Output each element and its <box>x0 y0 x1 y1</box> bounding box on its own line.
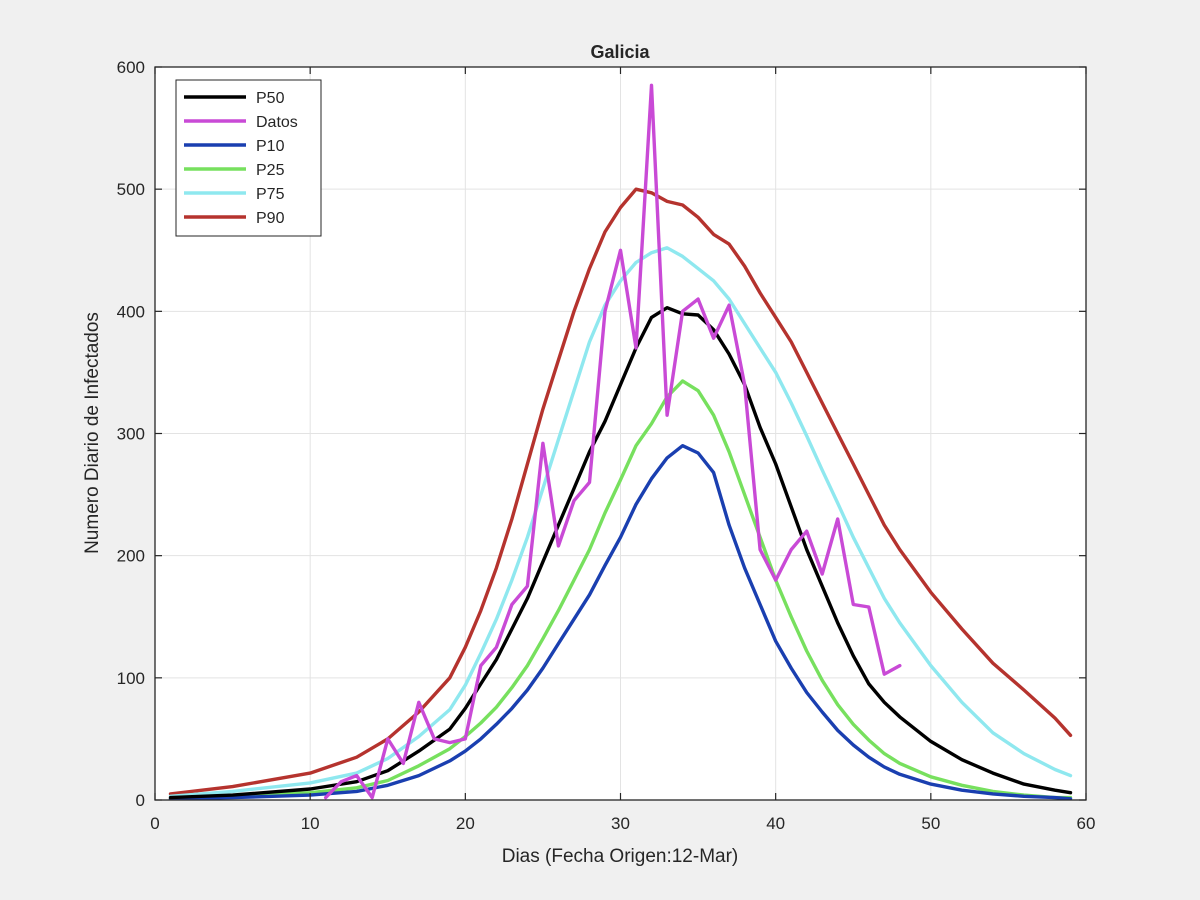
legend-label-p90: P90 <box>256 210 285 227</box>
x-tick-label: 0 <box>150 814 159 833</box>
x-tick-label: 20 <box>456 814 475 833</box>
grid-lines <box>155 67 1086 800</box>
series-line-p10 <box>168 444 1073 801</box>
y-tick-label: 500 <box>117 180 145 199</box>
legend: P50 Datos P10 P25 P75 P90 <box>175 79 322 237</box>
x-tick-label: 10 <box>301 814 320 833</box>
y-tick-label: 300 <box>117 425 145 444</box>
y-tick-label: 0 <box>136 791 145 810</box>
series-line-p90 <box>168 187 1073 796</box>
y-tick-label: 400 <box>117 302 145 321</box>
x-axis-label: Dias (Fecha Origen:12-Mar) <box>502 846 739 867</box>
legend-label-p75: P75 <box>256 186 285 203</box>
x-tick-label: 30 <box>611 814 630 833</box>
series-line-datos <box>324 83 902 800</box>
series-layer <box>168 83 1073 801</box>
y-tick-label: 100 <box>117 669 145 688</box>
legend-label-p25: P25 <box>256 162 285 179</box>
y-axis-label: Numero Diario de Infectados <box>82 312 103 554</box>
legend-label-datos: Datos <box>256 114 298 131</box>
series-line-p75 <box>168 246 1073 798</box>
x-tick-label: 50 <box>921 814 940 833</box>
legend-label-p50: P50 <box>256 90 285 107</box>
chart-title: Galicia <box>590 42 650 62</box>
x-tick-label: 60 <box>1077 814 1096 833</box>
legend-box <box>175 79 322 237</box>
y-tick-label: 200 <box>117 547 145 566</box>
legend-label-p10: P10 <box>256 138 285 155</box>
y-tick-label: 600 <box>117 58 145 77</box>
x-tick-label: 40 <box>766 814 785 833</box>
series-line-p50 <box>168 306 1073 800</box>
